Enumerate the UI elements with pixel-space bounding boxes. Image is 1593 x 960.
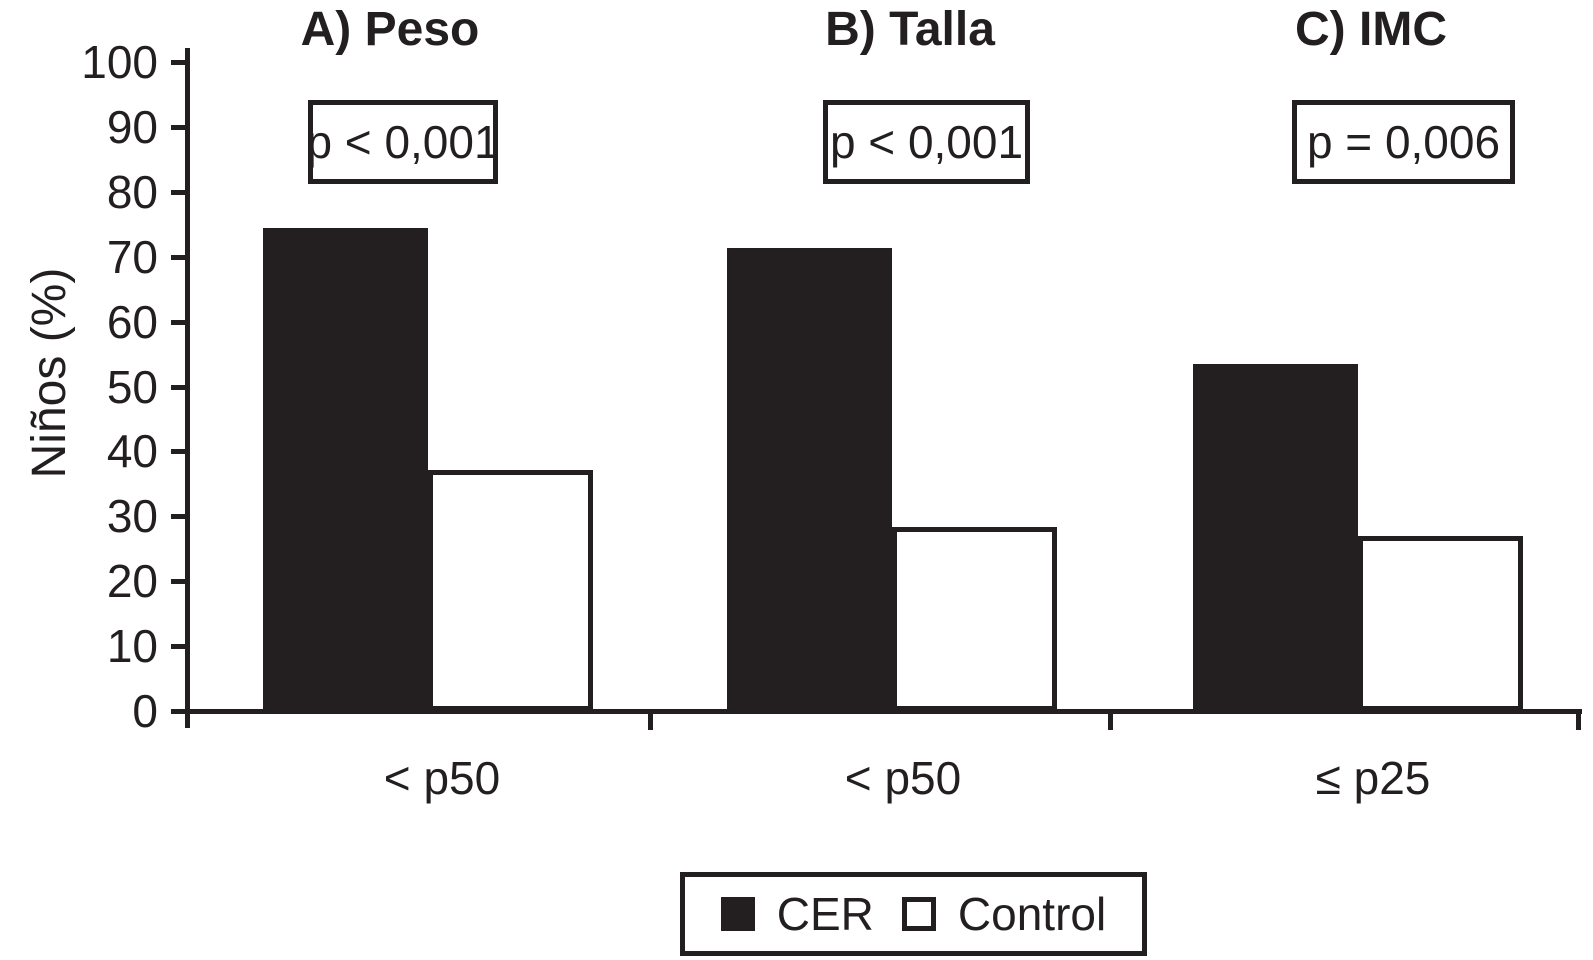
x-tick-mark — [1576, 711, 1581, 730]
y-tick-label: 40 — [106, 425, 158, 478]
y-tick-label: 90 — [106, 100, 158, 153]
y-tick-label: 100 — [81, 36, 158, 88]
y-tick-mark — [171, 709, 186, 714]
y-tick-label: 20 — [106, 555, 158, 608]
bar-cer-b-talla — [727, 247, 892, 711]
p-value-box-c-imc: p = 0,006 — [1292, 100, 1515, 184]
bar-control-b-talla — [892, 527, 1057, 711]
y-tick-mark — [171, 644, 186, 650]
legend-label-control: Control — [957, 888, 1107, 940]
y-tick-mark — [171, 319, 186, 325]
y-tick-mark — [171, 254, 186, 260]
x-tick-mark — [1108, 711, 1113, 730]
y-axis-line — [185, 48, 190, 728]
panel-title-a-peso: A) Peso — [300, 3, 480, 56]
legend-label-cer: CER — [776, 888, 874, 940]
y-tick-mark — [171, 189, 186, 195]
x-category-label-b-talla: < p50 — [844, 752, 962, 804]
bar-control-c-imc — [1358, 536, 1523, 711]
x-category-label-a-peso: < p50 — [383, 752, 501, 804]
open-square-icon — [901, 897, 936, 931]
y-tick-mark — [171, 514, 186, 520]
x-category-label-c-imc: ≤ p25 — [1315, 752, 1431, 804]
y-tick-label: 80 — [106, 165, 158, 218]
panel-title-c-imc: C) IMC — [1295, 3, 1447, 56]
p-value-box-b-talla: p < 0,001 — [823, 100, 1030, 184]
p-value-box-a-peso: p < 0,001 — [306, 100, 500, 184]
panel-title-b-talla: B) Talla — [825, 3, 995, 56]
y-tick-label: 0 — [132, 685, 158, 737]
y-tick-mark — [171, 384, 186, 390]
y-tick-label: 50 — [106, 360, 158, 413]
legend-item-control: Control — [901, 888, 1107, 940]
y-tick-label: 70 — [106, 230, 158, 283]
bar-cer-a-peso — [263, 228, 428, 711]
y-tick-mark — [171, 124, 186, 130]
filled-square-icon — [720, 897, 755, 931]
y-tick-label: 10 — [106, 620, 158, 673]
legend-item-cer: CER — [720, 888, 874, 940]
y-tick-mark — [171, 60, 186, 65]
y-tick-label: 30 — [106, 490, 158, 543]
bar-control-a-peso — [428, 469, 593, 711]
y-tick-label: 60 — [106, 295, 158, 348]
legend-box: CER Control — [680, 872, 1147, 956]
x-axis-line — [185, 709, 1582, 714]
y-tick-mark — [171, 449, 186, 455]
bar-cer-c-imc — [1193, 363, 1358, 711]
y-tick-mark — [171, 579, 186, 585]
x-tick-mark — [648, 711, 653, 730]
